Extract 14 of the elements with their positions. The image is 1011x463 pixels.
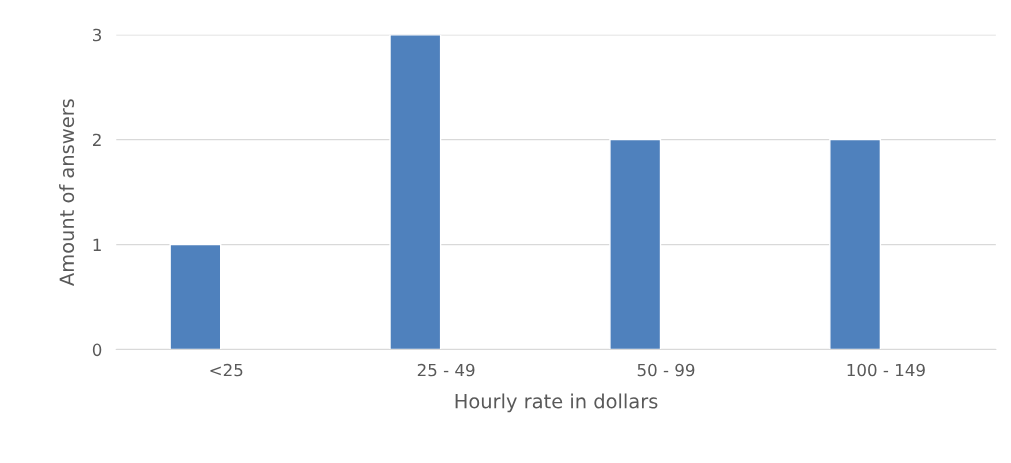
y-axis-title: Amount of answers xyxy=(59,99,75,286)
x-tick-label: <25 xyxy=(210,363,243,377)
y-tick-label: 3 xyxy=(93,28,102,42)
x-tick-label: 50 - 99 xyxy=(637,363,695,377)
bar xyxy=(169,243,222,350)
y-tick-label: 1 xyxy=(93,238,101,251)
x-tick-label: 100 - 149 xyxy=(847,363,925,377)
x-axis-title: Hourly rate in dollars xyxy=(455,393,658,413)
bar xyxy=(389,34,442,350)
bar xyxy=(609,138,662,350)
y-tick-label: 0 xyxy=(92,343,102,357)
bar xyxy=(829,138,882,350)
y-tick-label: 2 xyxy=(92,133,101,146)
x-tick-label: 25 - 49 xyxy=(417,363,475,377)
